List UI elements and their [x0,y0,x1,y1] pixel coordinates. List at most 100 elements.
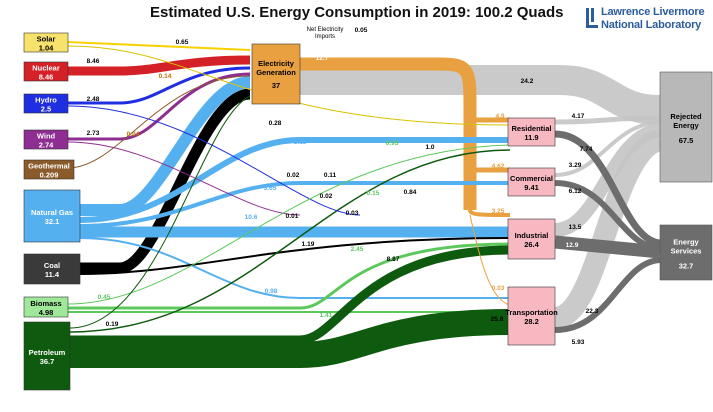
source-biomass-box [23,296,69,318]
flow-label-petro-elec: 0.19 [106,321,119,328]
flow-elec-out [300,57,477,210]
flow-label-elec-com: 4.62 [492,163,505,170]
flow-hydro-elec [68,66,251,105]
flow-label-ng-ind: 10.6 [245,214,258,221]
source-geothermal-name: Geothermal [28,162,70,171]
flow-label-ng-elec: 11.7 [96,184,109,191]
source-coal-name: Coal [44,261,60,270]
flow-solar-elec [67,41,251,51]
flow-res-services [554,130,661,247]
flow-label-solar-elec: 0.65 [176,39,189,46]
flow-label-elec-rejected: 24.2 [521,78,534,85]
source-coal-value: 11.4 [45,270,60,279]
source-natural-gas-value: 32.1 [45,217,60,226]
flow-label-bio-res: 0.93 [386,140,399,147]
net-imports-value: 0.05 [355,27,368,34]
source-hydro-box [23,93,69,114]
source-nuclear-name: Nuclear [32,64,60,73]
electricity-generation-box [251,43,301,105]
flow-label-com-rej: 3.29 [569,162,582,169]
flow-elec-ind [468,209,511,217]
flow-label-ng-com: 3.65 [264,185,277,192]
flow-solar-res [67,45,511,126]
flow-label-bio-ind: 2.45 [351,246,364,253]
flow-label-petro-ind: 8.87 [387,256,400,263]
flow-label-bio-com: 0.15 [367,190,380,197]
flow-label-petro-trans: 25.8 [491,316,504,323]
flow-gas-com [79,181,510,228]
sector-commercial-box [507,167,556,197]
flow-petro-elec [69,95,251,329]
sector-residential-name: Residential [511,124,551,133]
flow-petro-ind [70,245,511,345]
flow-label-hydro-elec: 2.48 [87,96,100,103]
source-wind-name: Wind [37,132,56,141]
flow-label-solar-com: 0.01 [286,213,299,220]
flow-res-rejected [554,115,661,125]
flow-com-rejected [554,120,661,177]
flow-bio-res [67,144,511,305]
source-coal-box [23,253,81,285]
flow-label-coal-ind: 1.19 [302,241,315,248]
sector-transportation-name: Transportation [505,308,558,317]
source-petroleum-name: Petroleum [29,348,66,357]
source-petroleum-box [23,321,71,391]
sector-commercial-value: 9.41 [524,183,539,192]
flow-label-petro-res: 1.0 [425,144,434,151]
flow-label-wind-small: 0.04 [127,131,140,138]
flow-elec-rejected [300,65,661,125]
source-biomass-name: Biomass [30,299,61,308]
flow-ind-rejected [554,123,662,237]
flow-label-wind-elec: 2.73 [87,130,100,137]
source-nuclear-value: 8.46 [39,73,54,82]
output-rejected-name-1: Energy [673,121,699,130]
sector-residential-box [507,117,556,147]
flow-coal-ind [79,237,511,275]
sector-industrial-box [507,218,556,260]
flow-label-elec-trans: 0.03 [492,285,505,292]
flow-gas-elec [80,76,251,216]
flow-gas-trans [79,237,510,299]
page-title: Estimated U.S. Energy Consumption in 201… [150,4,564,21]
output-services-name-1: Services [671,247,702,256]
electricity-generation-name-0: Electricity [258,59,295,68]
flow-label-elec-out: 12.7 [316,55,329,62]
output-services-value: 32.7 [679,262,694,271]
flow-hydro-thin [67,105,361,216]
flow-label-biomass-elec: 0.45 [98,294,111,301]
source-biomass-value: 4.98 [39,308,54,317]
sector-industrial-name: Industrial [515,231,549,240]
flow-ind-services [554,235,661,259]
source-wind-value: 2.74 [39,141,54,150]
output-rejected-name-0: Rejected [670,112,702,121]
source-geothermal-box [23,159,75,180]
flow-coal-elec [80,88,251,274]
electricity-generation-name-1: Generation [256,68,296,77]
logo-line1: Lawrence Livermore [601,6,705,18]
flow-label-trans-rej: 22.3 [586,308,599,315]
flow-trans-services [554,257,661,333]
flow-wind-elec [68,72,251,141]
source-hydro-value: 2.5 [41,105,51,114]
source-nuclear-box [23,61,69,82]
flow-bio-ind [68,242,511,310]
flow-geo-small [67,75,251,169]
llnl-logo-icon [586,8,598,28]
sector-industrial-value: 26.4 [524,240,539,249]
flow-trans-rejected [552,129,664,329]
net-imports-label-2: Imports [315,34,335,40]
flow-petro-res [69,149,511,333]
flow-nuclear-elec [68,55,251,76]
source-wind-box [23,129,69,150]
sector-residential-value: 11.9 [524,133,538,142]
flow-label-com-serv: 6.12 [569,188,582,195]
output-services-box [659,224,713,281]
